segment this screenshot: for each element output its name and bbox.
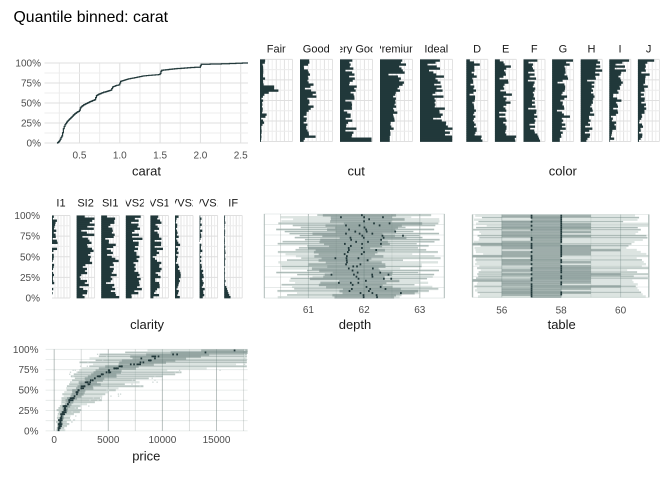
svg-text:100%: 100%: [14, 211, 40, 222]
svg-text:VVS2: VVS2: [170, 198, 198, 210]
svg-text:E: E: [502, 44, 509, 56]
svg-text:75%: 75%: [20, 232, 40, 243]
svg-text:clarity: clarity: [130, 317, 164, 332]
svg-text:H: H: [587, 44, 595, 56]
svg-text:F: F: [531, 44, 538, 56]
svg-text:IF: IF: [228, 198, 238, 210]
svg-text:15000: 15000: [203, 435, 231, 446]
svg-text:I1: I1: [56, 198, 65, 210]
svg-text:56: 56: [496, 306, 508, 317]
svg-text:depth: depth: [339, 317, 372, 332]
svg-text:SI1: SI1: [102, 198, 119, 210]
svg-text:63: 63: [414, 305, 426, 316]
svg-text:D: D: [473, 44, 481, 56]
svg-text:Good: Good: [303, 44, 330, 56]
svg-text:VS1: VS1: [149, 198, 170, 210]
svg-text:25%: 25%: [21, 119, 41, 130]
svg-text:0%: 0%: [26, 293, 41, 304]
svg-text:10000: 10000: [148, 435, 176, 446]
svg-text:0%: 0%: [27, 139, 42, 150]
svg-text:SI2: SI2: [77, 198, 94, 210]
svg-text:50%: 50%: [20, 252, 40, 263]
svg-text:carat: carat: [132, 164, 161, 179]
svg-text:VS2: VS2: [124, 198, 145, 210]
svg-text:2.5: 2.5: [234, 151, 248, 162]
svg-text:Premium: Premium: [374, 44, 418, 56]
svg-text:1.0: 1.0: [113, 151, 127, 162]
svg-text:VVS1: VVS1: [195, 198, 223, 210]
svg-text:58: 58: [556, 306, 568, 317]
svg-text:5000: 5000: [97, 435, 120, 446]
svg-text:G: G: [559, 44, 568, 56]
svg-text:I: I: [619, 44, 622, 56]
svg-text:J: J: [646, 44, 652, 56]
svg-text:2.0: 2.0: [193, 151, 207, 162]
svg-text:62: 62: [359, 305, 371, 316]
svg-text:1.5: 1.5: [153, 151, 167, 162]
svg-text:0: 0: [51, 435, 57, 446]
svg-text:table: table: [548, 317, 576, 332]
svg-text:price: price: [132, 449, 160, 464]
svg-text:75%: 75%: [21, 79, 41, 90]
svg-text:50%: 50%: [18, 386, 38, 397]
svg-text:25%: 25%: [18, 406, 38, 417]
svg-text:60: 60: [615, 306, 627, 317]
svg-text:75%: 75%: [18, 365, 38, 376]
svg-text:0%: 0%: [24, 426, 39, 437]
svg-text:0.5: 0.5: [73, 151, 87, 162]
svg-text:50%: 50%: [21, 99, 41, 110]
svg-text:100%: 100%: [15, 59, 41, 70]
svg-text:100%: 100%: [13, 345, 39, 356]
svg-text:Fair: Fair: [267, 44, 286, 56]
svg-text:cut: cut: [348, 164, 366, 179]
svg-text:color: color: [549, 164, 578, 179]
svg-text:61: 61: [303, 305, 315, 316]
svg-text:Very Good: Very Good: [330, 44, 382, 56]
svg-text:Quantile binned: carat: Quantile binned: carat: [14, 9, 169, 26]
svg-text:Ideal: Ideal: [424, 44, 448, 56]
svg-text:25%: 25%: [20, 273, 40, 284]
